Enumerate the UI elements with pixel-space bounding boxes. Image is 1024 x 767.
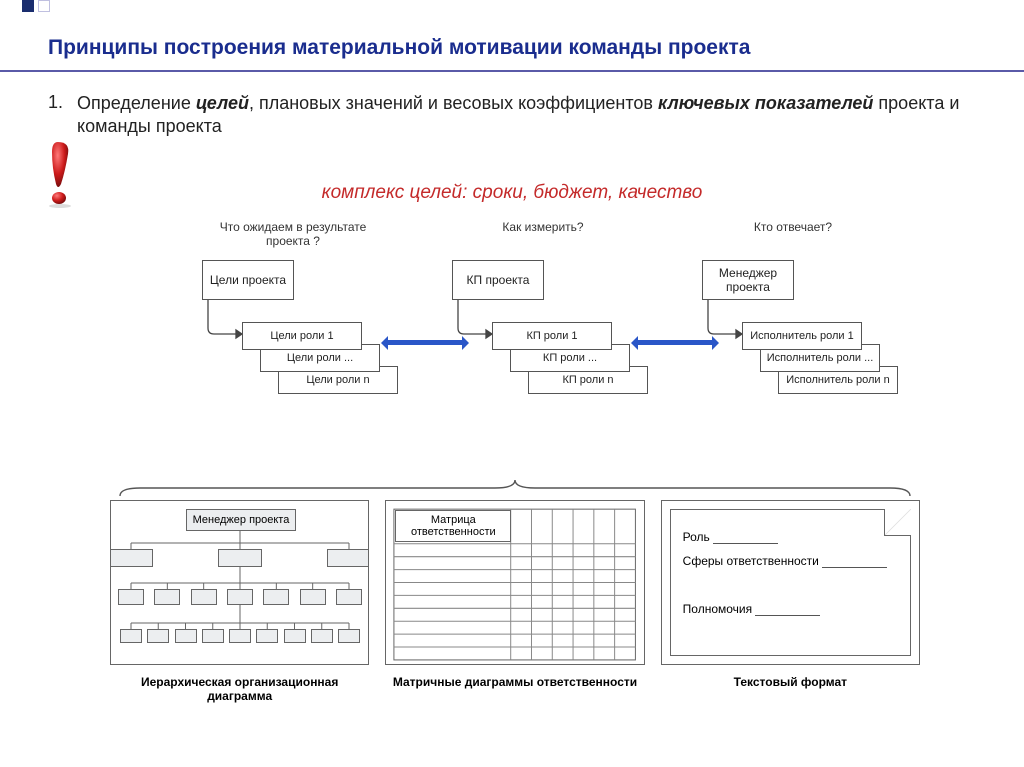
panel-form: Роль Сферы ответственности Полномочия Те… — [661, 500, 920, 720]
top-box: Менеджер проекта — [702, 260, 794, 300]
org-node — [311, 629, 333, 643]
panel-caption: Текстовый формат — [661, 675, 920, 689]
stack-layer: Цели роли 1 — [242, 322, 362, 350]
org-node — [263, 589, 289, 605]
top-box: КП проекта — [452, 260, 544, 300]
org-node — [229, 629, 251, 643]
org-node — [147, 629, 169, 643]
stack-layer: Исполнитель роли 1 — [742, 322, 862, 350]
org-node — [336, 589, 362, 605]
flow-diagram: Что ожидаем в результате проекта ? Цели п… — [188, 218, 908, 488]
form-sheet: Роль Сферы ответственности Полномочия — [670, 509, 911, 656]
org-node — [154, 589, 180, 605]
org-node — [118, 589, 144, 605]
title-bar: Принципы построения материальной мотивац… — [0, 30, 1024, 72]
org-node — [175, 629, 197, 643]
stack-layer: КП роли 1 — [492, 322, 612, 350]
matrix-title: Матрица ответственности — [395, 510, 511, 542]
panel-caption: Иерархическая организационная диаграмма — [110, 675, 369, 704]
org-node — [202, 629, 224, 643]
panel-matrix: Матрица ответственности Матричные диаграм… — [385, 500, 644, 720]
form-field: Полномочия — [683, 602, 898, 616]
bottom-panels: Менеджер проектаИерархическая организаци… — [110, 500, 920, 720]
subtitle: комплекс целей: сроки, бюджет, качество — [0, 182, 1024, 204]
column-header: Как измерить? — [448, 220, 638, 234]
slide-accent — [22, 0, 50, 12]
slide-title: Принципы построения материальной мотивац… — [48, 36, 994, 60]
double-arrow — [636, 340, 714, 345]
double-arrow — [386, 340, 464, 345]
org-node — [338, 629, 360, 643]
org-node — [110, 549, 153, 567]
top-box: Цели проекта — [202, 260, 294, 300]
org-node — [218, 549, 262, 567]
org-node — [284, 629, 306, 643]
bracket-icon — [110, 478, 920, 500]
panel-orgchart: Менеджер проектаИерархическая организаци… — [110, 500, 369, 720]
form-field: Сферы ответственности — [683, 554, 898, 568]
org-node — [191, 589, 217, 605]
column-header: Что ожидаем в результате проекта ? — [198, 220, 388, 248]
org-node — [227, 589, 253, 605]
form-field: Роль — [683, 530, 898, 544]
column-header: Кто отвечает? — [698, 220, 888, 234]
panel-caption: Матричные диаграммы ответственности — [385, 675, 644, 689]
org-node — [120, 629, 142, 643]
content-area: 1. Определение целей, плановых значений … — [48, 92, 984, 139]
list-item-1: 1. Определение целей, плановых значений … — [48, 92, 984, 139]
org-node — [300, 589, 326, 605]
list-number: 1. — [48, 92, 63, 113]
org-node — [256, 629, 278, 643]
list-text: Определение целей, плановых значений и в… — [77, 92, 984, 139]
org-node — [327, 549, 369, 567]
